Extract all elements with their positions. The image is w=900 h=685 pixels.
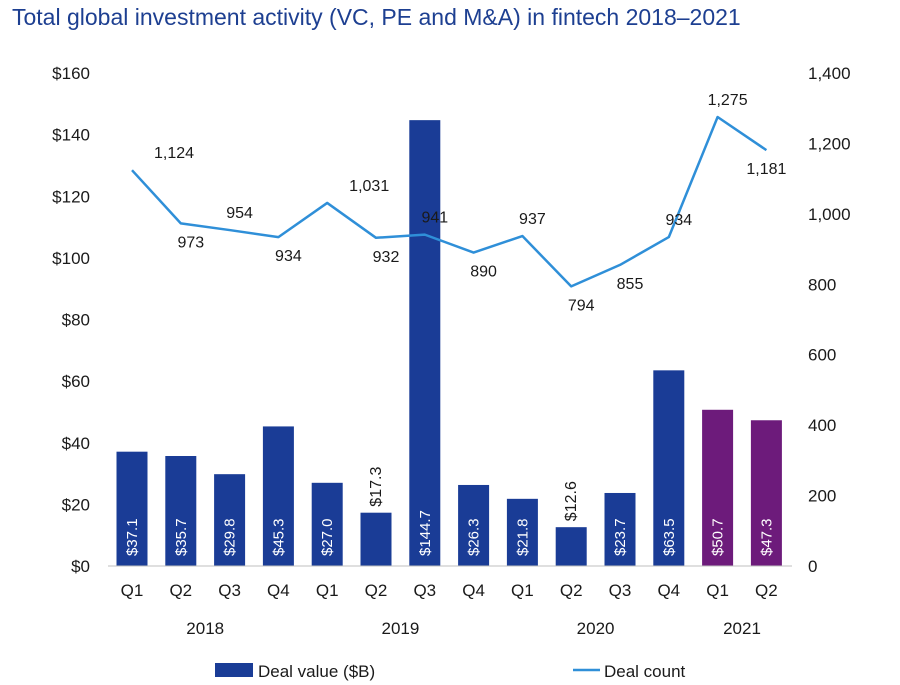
bar-value-label: $35.7	[173, 518, 190, 556]
x-tick-label: Q2	[365, 581, 388, 600]
line-point-label: 934	[665, 212, 692, 229]
y-left-tick-label: $20	[62, 495, 90, 514]
x-tick-label: Q4	[462, 581, 485, 600]
line-point-label: 934	[275, 248, 302, 265]
bar-value-label: $50.7	[710, 518, 727, 556]
bar	[360, 512, 392, 566]
bar	[262, 426, 294, 566]
line-point-label: 1,275	[708, 92, 748, 109]
year-label: 2021	[723, 619, 761, 638]
bars-group	[116, 120, 782, 566]
bar-value-label: $23.7	[612, 518, 629, 556]
deal-count-line	[131, 115, 768, 288]
bar-value-label: $45.3	[270, 518, 287, 556]
bar	[165, 455, 197, 566]
y-left-tick-label: $140	[52, 126, 90, 145]
line-point-label: 890	[470, 264, 497, 281]
bar-labels-group: $37.1 $35.7 $29.8 $45.3 $27.0 $17.3 $144.7 $26.…	[124, 467, 775, 556]
bar	[458, 484, 490, 566]
year-label: 2020	[577, 619, 615, 638]
line-point-label: 1,181	[746, 161, 786, 178]
bar	[750, 420, 782, 566]
bar-value-label: $26.3	[466, 518, 483, 556]
bar	[604, 492, 636, 566]
y-right-tick-label: 0	[808, 557, 817, 576]
y-axis-right: 0 200 400 600 800 1,000 1,200 1,400	[808, 64, 851, 576]
line-point-label: 954	[226, 205, 253, 222]
year-label: 2019	[381, 619, 419, 638]
bar	[116, 451, 148, 566]
y-right-tick-label: 1,400	[808, 64, 851, 83]
x-tick-label: Q2	[169, 581, 192, 600]
y-left-tick-label: $100	[52, 249, 90, 268]
y-left-tick-label: $0	[71, 557, 90, 576]
x-tick-label: Q1	[121, 581, 144, 600]
y-right-tick-label: 600	[808, 346, 836, 365]
line-labels-group: 1,124 973 954 934 1,031 932 941 890 937 794 855 934…	[154, 92, 787, 314]
bar-value-label: $63.5	[661, 518, 678, 556]
line-point-label: 941	[421, 210, 448, 227]
bar	[702, 409, 734, 566]
bar	[506, 498, 538, 566]
line-point-label: 794	[568, 297, 595, 314]
y-left-tick-label: $80	[62, 311, 90, 330]
y-axis-left: $0 $20 $40 $60 $80 $100 $120 $140 $160	[52, 64, 90, 576]
year-label: 2018	[186, 619, 224, 638]
x-tick-label: Q1	[706, 581, 729, 600]
x-axis: Q1 Q2 Q3 Q4 Q1 Q2 Q3 Q4 Q1 Q2 Q3 Q4 Q1 Q2 2018 2019 2020…	[108, 565, 792, 638]
x-tick-label: Q4	[267, 581, 290, 600]
y-right-tick-label: 400	[808, 416, 836, 435]
line-point-label: 937	[519, 211, 546, 228]
x-tick-label: Q4	[657, 581, 680, 600]
bar-value-label: $29.8	[222, 518, 239, 556]
bar	[555, 527, 587, 566]
bar-value-label: $21.8	[514, 518, 531, 556]
bar-value-label: $144.7	[417, 510, 434, 556]
line-point-label: 973	[177, 234, 204, 251]
bar	[311, 482, 343, 566]
y-right-tick-label: 200	[808, 487, 836, 506]
y-right-tick-label: 1,200	[808, 134, 851, 153]
y-right-tick-label: 1,000	[808, 205, 851, 224]
x-tick-label: Q3	[609, 581, 632, 600]
y-left-tick-label: $40	[62, 434, 90, 453]
bar	[214, 474, 246, 566]
y-left-tick-label: $160	[52, 64, 90, 83]
legend: Deal value ($B) Deal count	[215, 662, 686, 681]
bar	[653, 370, 685, 566]
bar-value-label: $17.3	[368, 467, 385, 507]
line-point-label: 932	[373, 249, 400, 266]
bar-value-label: $12.6	[563, 481, 580, 521]
legend-bar-swatch	[215, 663, 253, 677]
line-point-label: 855	[617, 276, 644, 293]
x-tick-label: Q3	[413, 581, 436, 600]
bar	[409, 120, 441, 566]
y-right-tick-label: 800	[808, 275, 836, 294]
line-group	[131, 115, 768, 288]
x-tick-label: Q3	[218, 581, 241, 600]
line-point-label: 1,124	[154, 145, 194, 162]
line-point-label: 1,031	[349, 178, 389, 195]
y-left-tick-label: $60	[62, 372, 90, 391]
bar-value-label: $27.0	[319, 518, 336, 556]
legend-label-deal-value: Deal value ($B)	[258, 662, 375, 681]
x-tick-label: Q1	[511, 581, 534, 600]
y-left-tick-label: $120	[52, 187, 90, 206]
chart-title: Total global investment activity (VC, PE…	[12, 4, 741, 30]
x-tick-label: Q2	[755, 581, 778, 600]
x-tick-label: Q1	[316, 581, 339, 600]
bar-value-label: $37.1	[124, 518, 141, 556]
bar-value-label: $47.3	[758, 518, 775, 556]
legend-label-deal-count: Deal count	[604, 662, 686, 681]
x-tick-label: Q2	[560, 581, 583, 600]
